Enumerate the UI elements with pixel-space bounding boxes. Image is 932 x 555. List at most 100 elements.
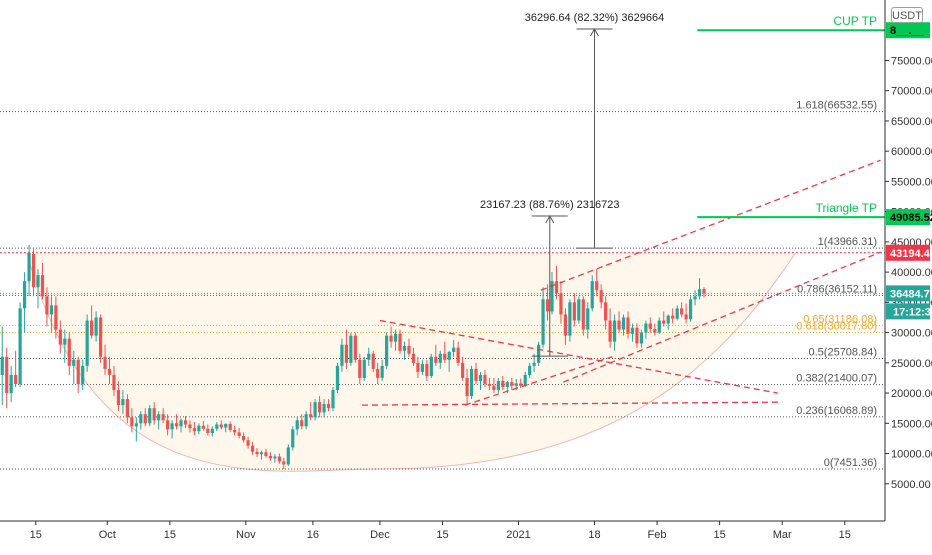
candle (416, 356, 420, 378)
candle-body (621, 317, 626, 330)
y-tick-label: 20000.00 (891, 388, 932, 400)
candle (675, 305, 679, 321)
candle (371, 350, 375, 372)
cup-shape (26, 252, 797, 472)
y-tick-label: 65000.00 (891, 116, 932, 128)
candle (188, 420, 192, 433)
candle-body (541, 299, 545, 345)
candle (626, 311, 630, 339)
candle-body (402, 345, 407, 351)
candle-body (277, 456, 281, 462)
candle-body (317, 402, 322, 413)
candle (420, 359, 424, 375)
candle (36, 269, 40, 309)
candle-body (188, 424, 192, 429)
candle-body (604, 302, 608, 321)
candle-body (85, 320, 89, 366)
y-tick-label: 5000.00 (891, 479, 931, 491)
trend-line-channel-upper (540, 159, 881, 291)
candle (483, 370, 487, 388)
x-tick-label: 15 (30, 529, 42, 541)
price-badge-label: 43194.45 (890, 248, 932, 260)
trend-line-channel-lower (562, 251, 881, 383)
candle (604, 296, 608, 330)
measure-tool: 36296.64 (82.32%) 3629664 (525, 12, 664, 249)
candle-body (304, 414, 308, 427)
drawings: 36296.64 (82.32%) 3629664 23167.23 (88.76… (0, 12, 885, 406)
candle-body (353, 335, 357, 360)
candle (666, 314, 670, 330)
candle (376, 362, 380, 384)
x-tick-label: 2021 (506, 529, 530, 541)
candle (688, 296, 693, 322)
candle-body (657, 320, 661, 333)
candle-body (461, 362, 465, 378)
candle (9, 365, 13, 403)
candle-body (18, 308, 22, 384)
candle-body (443, 353, 447, 360)
trend-line-triangle-lower (464, 356, 613, 406)
countdown-bg (886, 303, 930, 320)
candle (277, 453, 281, 464)
candle-body (492, 385, 496, 391)
y-tick-label: 75000.00 (891, 55, 932, 67)
candle-body (398, 333, 402, 351)
candle (103, 344, 107, 375)
candle-body (644, 323, 648, 333)
candle-body (617, 320, 621, 330)
candle-body (81, 365, 85, 384)
fib-label: 1(43966.31) (818, 236, 877, 248)
candle-body (268, 455, 273, 459)
candle (5, 347, 9, 409)
candle (107, 356, 112, 384)
candle-body (483, 374, 487, 384)
candle-body (233, 429, 237, 433)
price-axis-bg (885, 0, 932, 550)
candle (568, 299, 572, 342)
candle-body (568, 302, 572, 336)
candle (344, 329, 349, 369)
candle (385, 332, 389, 369)
candle-body (425, 364, 429, 377)
candle-body (295, 420, 299, 430)
time-axis-bg (0, 521, 932, 550)
candle-body (554, 281, 559, 294)
price-badge-bg (886, 244, 930, 261)
arrow-head-icon (545, 215, 555, 224)
y-tick-label: 15000.00 (891, 418, 932, 430)
candle (326, 399, 331, 412)
x-tick-label: Oct (99, 529, 116, 541)
x-tick-label: 15 (713, 529, 725, 541)
candle-body (478, 374, 483, 381)
candle (40, 263, 45, 300)
candle (210, 426, 214, 437)
candle (63, 329, 67, 363)
candle (81, 359, 85, 391)
candle-body (98, 317, 103, 357)
candle-body (639, 332, 644, 344)
candle-body (474, 368, 478, 381)
candle (45, 287, 49, 327)
candle (353, 332, 357, 363)
candle (130, 408, 134, 433)
candle-body (9, 374, 13, 394)
price-badge: 8__.__ (886, 22, 930, 39)
candle-body (157, 414, 161, 421)
candle-body (505, 382, 509, 388)
candle (148, 405, 152, 427)
x-tick-label: Feb (648, 529, 667, 541)
x-tick-label: Dec (370, 529, 390, 541)
candle-body (532, 362, 536, 366)
candle-body (264, 452, 268, 456)
candle-body (385, 335, 389, 366)
candle-body (255, 451, 259, 455)
candle-body (237, 432, 241, 436)
currency-label[interactable]: USDT (891, 7, 923, 23)
candle-body (76, 359, 80, 384)
candle (174, 414, 179, 430)
candle-body (393, 333, 398, 342)
fib-label: 1.618(66532.55) (796, 100, 877, 112)
candle (358, 353, 362, 384)
